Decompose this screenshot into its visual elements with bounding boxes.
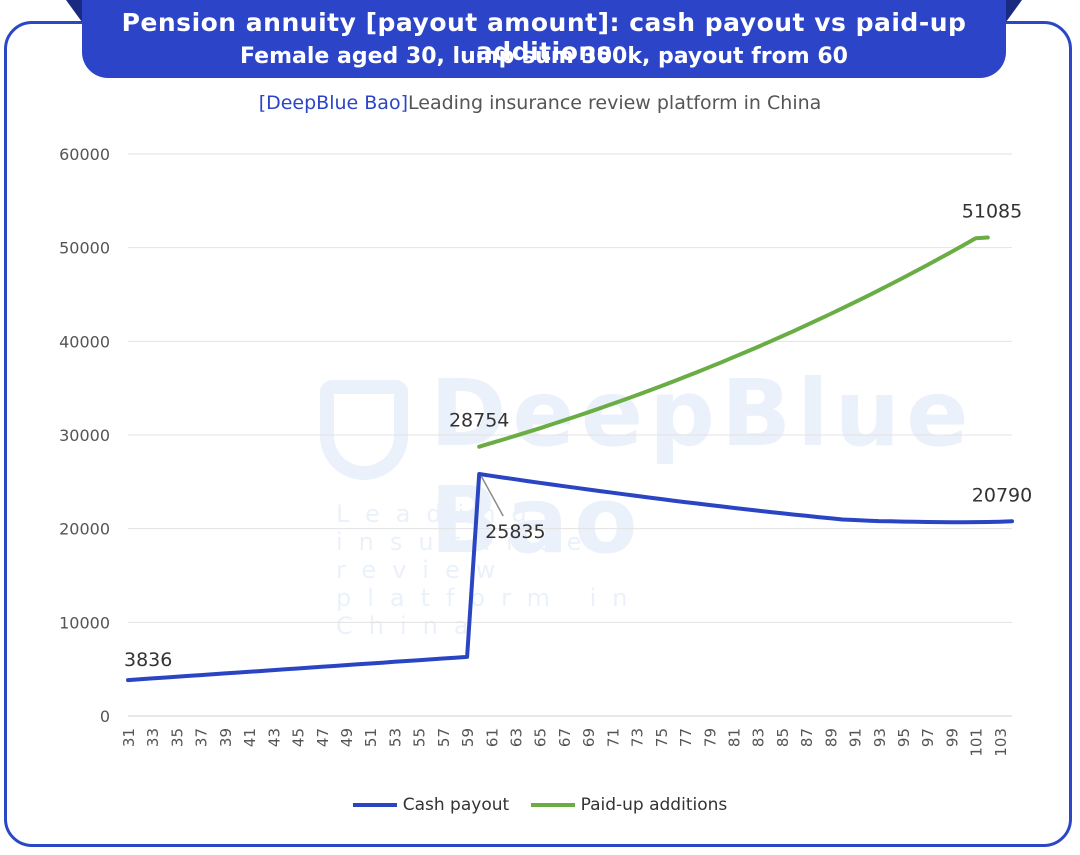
y-tick-label: 60000 (59, 145, 110, 164)
x-tick-label: 63 (508, 728, 526, 747)
data-label: 51085 (962, 201, 1022, 223)
x-tick-label: 47 (314, 728, 332, 747)
series-line-1 (477, 235, 990, 449)
x-tick-label: 79 (701, 728, 719, 747)
x-tick-label: 59 (459, 728, 477, 747)
source-line: [DeepBlue Bao]Leading insurance review p… (0, 92, 1080, 114)
x-tick-label: 89 (822, 728, 840, 747)
x-tick-label: 95 (895, 728, 913, 747)
data-label: 25835 (485, 521, 545, 543)
chart-title: Pension annuity [payout amount]: cash pa… (121, 8, 967, 66)
brand-tagline: Leading insurance review platform in Chi… (408, 92, 822, 114)
y-tick-label: 20000 (59, 520, 110, 539)
x-tick-label: 97 (919, 728, 937, 747)
x-tick-label: 81 (725, 728, 743, 747)
x-tick-label: 87 (798, 728, 816, 747)
x-tick-label: 65 (532, 728, 550, 747)
x-tick-label: 101 (968, 728, 986, 757)
brand-name: [DeepBlue Bao] (258, 92, 408, 114)
x-tick-label: 83 (750, 728, 768, 747)
x-tick-label: 103 (992, 728, 1010, 757)
x-tick-label: 71 (604, 728, 622, 747)
x-tick-label: 93 (871, 728, 889, 747)
legend-label-cash: Cash payout (402, 795, 510, 815)
header-ear-right (1006, 0, 1022, 22)
x-tick-label: 55 (411, 728, 429, 747)
chart-subtitle: Female aged 30, lump sum 300k, payout fr… (240, 44, 848, 69)
x-tick-label: 57 (435, 728, 453, 747)
x-tick-label: 53 (386, 728, 404, 747)
x-tick-label: 61 (483, 728, 501, 747)
x-tick-label: 99 (943, 728, 961, 747)
y-tick-label: 40000 (59, 332, 110, 351)
x-tick-label: 77 (677, 728, 695, 747)
x-tick-label: 75 (653, 728, 671, 747)
header-ear-left (66, 0, 82, 22)
chart-frame (4, 21, 1072, 847)
data-label: 3836 (124, 649, 172, 671)
legend-swatch-cash (352, 803, 397, 807)
y-tick-label: 50000 (59, 239, 110, 258)
legend-label-additions: Paid-up additions (580, 795, 728, 815)
data-label: 28754 (449, 410, 509, 432)
header-banner: Pension annuity [payout amount]: cash pa… (82, 0, 1006, 78)
x-tick-label: 91 (847, 728, 865, 747)
x-tick-label: 33 (144, 728, 162, 747)
x-tick-label: 45 (290, 728, 308, 747)
y-tick-label: 10000 (59, 613, 110, 632)
x-tick-label: 67 (556, 728, 574, 747)
x-tick-label: 85 (774, 728, 792, 747)
legend-item-additions: Paid-up additions (530, 795, 728, 815)
x-tick-label: 49 (338, 728, 356, 747)
x-tick-label: 69 (580, 728, 598, 747)
x-tick-label: 37 (193, 728, 211, 747)
chart-legend: Cash payout Paid-up additions (0, 792, 1080, 815)
series-line-0 (126, 472, 1014, 683)
x-tick-label: 31 (120, 728, 138, 747)
data-label: 20790 (972, 484, 1032, 506)
x-tick-label: 35 (168, 728, 186, 747)
y-tick-label: 0 (100, 707, 110, 726)
x-tick-label: 73 (629, 728, 647, 747)
x-tick-label: 51 (362, 728, 380, 747)
x-tick-label: 43 (265, 728, 283, 747)
x-tick-label: 41 (241, 728, 259, 747)
y-tick-label: 30000 (59, 426, 110, 445)
legend-swatch-additions (530, 803, 575, 807)
label-leader-line (480, 475, 504, 517)
legend-item-cash: Cash payout (352, 795, 510, 815)
x-tick-label: 39 (217, 728, 235, 747)
